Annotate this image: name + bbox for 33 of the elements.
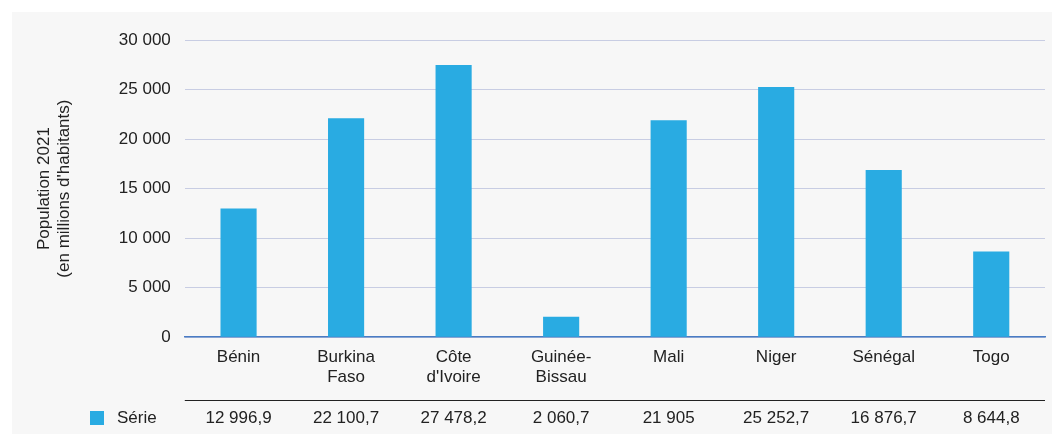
y-tick-label: 5 000 xyxy=(128,277,171,297)
bar xyxy=(865,170,902,337)
y-tick-label: 15 000 xyxy=(118,178,171,198)
bar xyxy=(650,120,687,337)
data-label: 2 060,7 xyxy=(532,407,590,427)
y-axis-title: Population 2021 (en millions d'habitants) xyxy=(33,99,74,278)
x-tick-label: Togo xyxy=(972,347,1010,367)
x-tick-label: Burkina Faso xyxy=(317,347,376,387)
data-label: 16 876,7 xyxy=(850,407,917,427)
y-tick-label: 20 000 xyxy=(118,128,171,148)
x-tick-label: Mali xyxy=(653,347,685,367)
data-label: 12 996,9 xyxy=(205,407,272,427)
y-tick-label: 10 000 xyxy=(118,227,171,247)
data-label: 27 478,2 xyxy=(420,407,487,427)
legend-label: Série xyxy=(117,407,157,427)
x-tick-label: Guinée-Bissau xyxy=(530,347,592,387)
bar xyxy=(758,87,795,337)
data-label: 22 100,7 xyxy=(312,407,380,427)
data-label: 8 644,8 xyxy=(962,407,1020,427)
data-label: 25 252,7 xyxy=(743,407,810,427)
bar xyxy=(435,64,472,337)
y-tick-label: 0 xyxy=(161,326,171,346)
data-label: 21 905 xyxy=(642,407,695,427)
x-tick-label: Côte d'Ivoire xyxy=(426,347,481,387)
bar xyxy=(543,316,580,337)
bar xyxy=(220,208,257,337)
bar xyxy=(973,251,1010,337)
x-tick-label: Sénégal xyxy=(852,347,915,367)
bar xyxy=(328,118,365,337)
x-tick-label: Niger xyxy=(755,347,797,367)
y-tick-label: 25 000 xyxy=(118,79,171,99)
y-tick-label: 30 000 xyxy=(118,29,171,49)
x-tick-label: Bénin xyxy=(216,347,261,367)
